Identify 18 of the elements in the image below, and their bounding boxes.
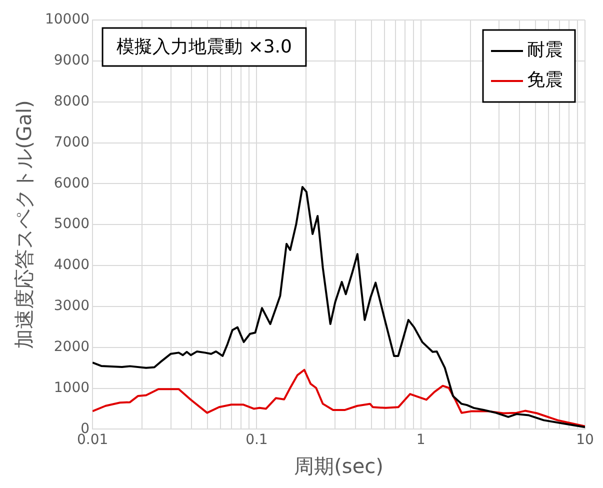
y-axis-title: 加速度応答スペクトル(Gal) [12, 100, 36, 350]
y-tick-label: 3000 [54, 298, 90, 314]
x-tick-label: 1 [416, 432, 426, 448]
x-tick-label: 10 [576, 432, 594, 448]
y-tick-label: 2000 [54, 339, 90, 355]
y-tick-label: 10000 [44, 12, 90, 28]
x-axis-title: 周期(sec) [294, 454, 384, 478]
y-tick-label: 7000 [54, 134, 90, 150]
y-tick-label: 1000 [54, 380, 90, 396]
x-tick-label: 0.1 [246, 432, 268, 448]
y-tick-label: 9000 [54, 52, 90, 69]
annotation: 模擬入力地震動 ×3.0 [116, 36, 292, 58]
y-tick-label: 5000 [54, 216, 90, 232]
y-tick-label: 8000 [54, 93, 90, 110]
y-tick-label: 6000 [54, 175, 90, 192]
legend-label: 免震 [527, 70, 563, 91]
legend-label: 耐震 [527, 40, 563, 61]
y-tick-label: 4000 [54, 257, 90, 274]
